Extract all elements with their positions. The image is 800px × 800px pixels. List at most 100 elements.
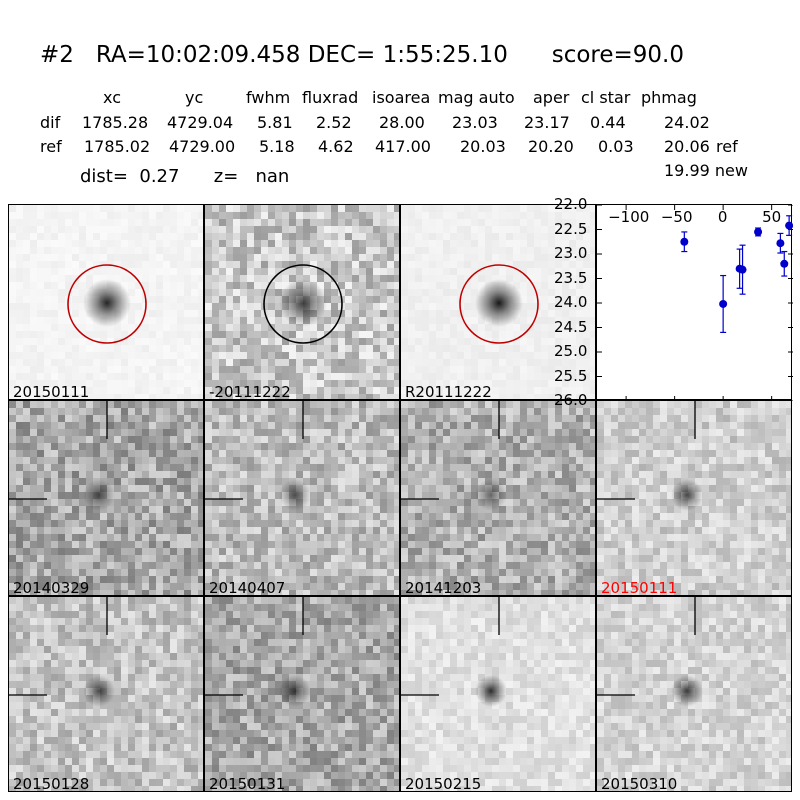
ref-isoarea: 417.00 [375,137,431,156]
light-curve-svg [597,204,794,402]
cutout-date-label: 20150310 [601,775,678,792]
cutout-image [401,597,595,791]
cutout-date-label: -20111222 [209,383,291,400]
cutout-image [205,205,399,399]
x-tick-label: 50 [762,208,782,226]
aperture-circle [67,264,147,344]
y-tick-label: 23.5 [554,268,588,287]
cutout-image [9,597,203,791]
ref-cl-star: 0.03 [598,137,634,156]
light-curve-plot [596,204,794,402]
dif-aper: 23.17 [524,113,570,132]
cutout-panel: 20150131 [204,596,400,792]
source-blob [83,675,115,707]
source-blob [279,279,327,327]
ref-xc: 1785.02 [84,137,151,156]
cutout-image [401,205,595,399]
dif-isoarea: 28.00 [379,113,425,132]
dif-fwhm: 5.81 [257,113,293,132]
cutout-date-label: 20150111 [601,579,678,596]
cutout-date-label: 20141203 [405,579,482,596]
col-header-isoarea: isoarea [372,88,431,107]
cutout-panel: 20150111 [596,400,792,596]
y-tick-label: 26.0 [554,391,588,409]
new-phmag: 19.99 new [664,161,748,180]
source-blob [279,479,311,511]
col-header-fwhm: fwhm [246,88,291,107]
data-point [738,265,747,274]
cutout-image [597,401,791,595]
source-blob [83,479,115,511]
y-tick-label: 23.0 [554,244,588,262]
y-tick-label: 22.5 [554,219,588,238]
cutout-panel: 20150128 [8,596,204,792]
source-blob [475,479,507,511]
data-point [719,299,728,308]
dif-yc: 4729.04 [167,113,234,132]
ref-yc: 4729.00 [169,137,236,156]
dif-fluxrad: 2.52 [316,113,352,132]
cutout-date-label: 20150128 [13,775,90,792]
dist-redshift-line: dist= 0.27 z= nan [80,166,290,187]
y-tick-label: 24.5 [554,317,588,336]
cutout-date-label: 20150215 [405,775,482,792]
cutout-panel: -20111222 [204,204,400,400]
cutout-panel: R20111222 [400,204,596,400]
cutout-image [9,401,203,595]
dif-mag-auto: 23.03 [452,113,498,132]
source-blob [83,279,131,327]
cutout-date-label: 20150131 [209,775,286,792]
y-tick-label: 25.5 [554,366,588,385]
cutout-image [205,401,399,595]
cutout-date-label: R20111222 [405,383,492,400]
cutout-date-label: 20150111 [13,383,90,400]
source-blob [279,675,311,707]
x-tick-label: 0 [717,208,728,226]
cutout-panel: 20150111 [8,204,204,400]
col-header-aper: aper [533,88,570,107]
ref-aper: 20.20 [528,137,574,156]
data-point [776,239,785,248]
data-point [680,237,689,246]
row-label-dif: dif [40,113,61,132]
y-tick-label: 24.0 [554,293,588,311]
source-blob [475,675,507,707]
dif-phmag: 24.02 [664,113,710,132]
col-header-fluxrad: fluxrad [302,88,359,107]
row-label-ref: ref [40,137,62,156]
data-point [785,221,794,230]
cutout-date-label: 20140329 [13,579,90,596]
cutout-panel: 20141203 [400,400,596,596]
cutout-image [205,597,399,791]
cutout-image [9,205,203,399]
cutout-panel: 20140329 [8,400,204,596]
ref-suffix: ref [716,137,738,156]
source-blob [671,479,703,511]
aperture-circle [263,264,343,344]
y-tick-label: 22.0 [554,195,588,213]
col-header-cl-star: cl star [581,88,631,107]
col-header-yc: yc [185,88,204,107]
cutout-panel: 20140407 [204,400,400,596]
ref-fluxrad: 4.62 [318,137,354,156]
ref-fwhm: 5.18 [259,137,295,156]
aperture-circle [459,264,539,344]
ref-phmag: 20.06 [664,137,710,156]
col-header-mag-auto: mag auto [438,88,515,107]
cutout-image [597,597,791,791]
candidate-title: #2 RA=10:02:09.458 DEC= 1:55:25.10 score… [40,42,684,68]
dif-xc: 1785.28 [82,113,149,132]
cutout-panel: 20150310 [596,596,792,792]
data-point [754,227,763,236]
ref-mag-auto: 20.03 [460,137,506,156]
cutout-panel: 20150215 [400,596,596,792]
col-header-xc: xc [103,88,121,107]
dif-cl-star: 0.44 [590,113,626,132]
x-tick-label: −50 [660,208,693,226]
data-point [780,259,789,268]
x-tick-label: −100 [608,208,650,226]
y-tick-label: 25.0 [554,342,588,360]
cutout-image [401,401,595,595]
col-header-phmag: phmag [641,88,697,107]
source-blob [671,675,703,707]
